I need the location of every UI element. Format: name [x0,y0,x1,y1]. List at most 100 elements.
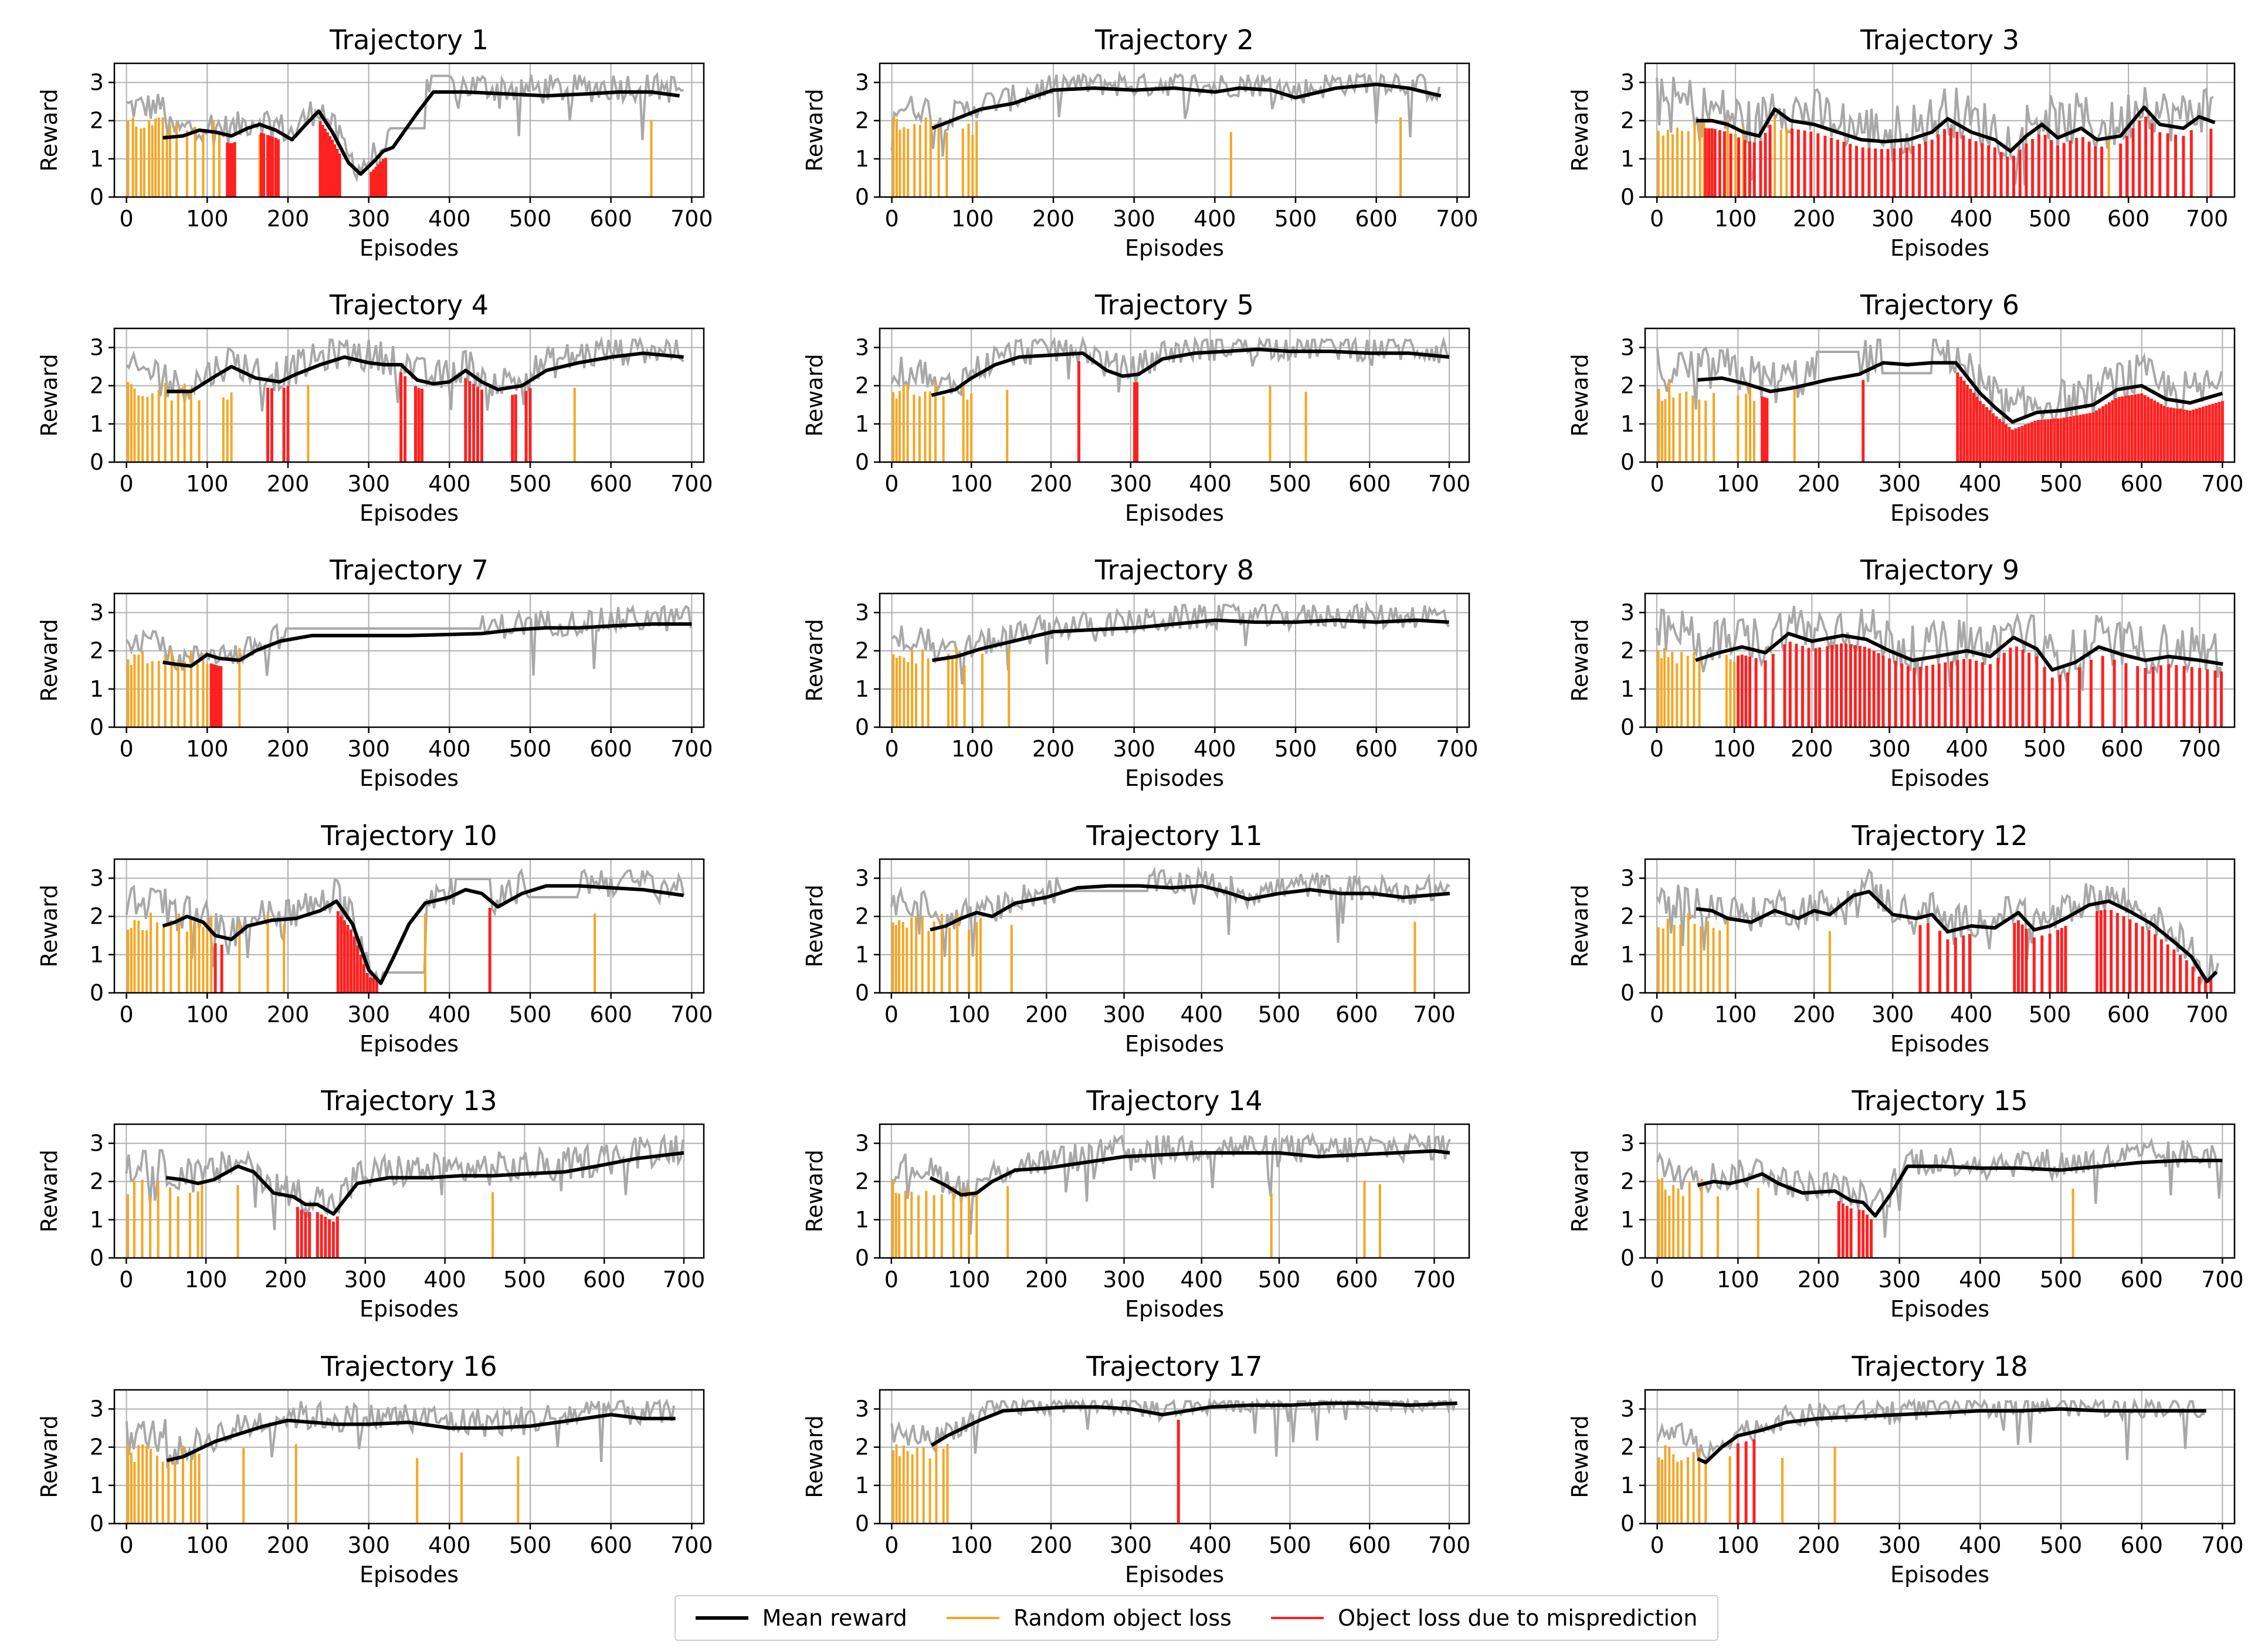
mean-reward-line [932,618,1449,662]
y-tick-label: 3 [855,70,869,96]
x-tick-label: 500 [2029,206,2071,232]
x-tick-label: 300 [344,1267,387,1293]
mean-reward-line [931,347,1450,397]
legend-swatch-mean [695,1616,748,1620]
mean-reward-line [162,90,680,176]
y-tick-label: 2 [1620,638,1635,664]
x-tick-label: 200 [1030,1532,1073,1558]
subplot-5: Trajectory 5 0 100 200 300 400 500 600 700 0 1 2 3 Ep… [802,289,1470,526]
x-tick-label: 0 [1650,206,1664,232]
subplot-title: Trajectory 12 [1851,820,2028,852]
y-tick-label: 0 [1620,184,1635,210]
x-axis-label: Episodes [360,1031,459,1057]
x-tick-label: 200 [267,1532,310,1558]
x-tick-label: 700 [2201,1532,2244,1558]
subplot-title: Trajectory 5 [1094,289,1254,321]
subplot-7: Trajectory 7 0 100 200 300 400 500 600 700 0 1 2 3 Ep… [36,554,713,791]
x-tick-label: 700 [1428,471,1471,497]
x-tick-label: 400 [428,1532,471,1558]
y-axis-label: Reward [1567,1415,1593,1498]
y-tick-label: 2 [90,373,104,399]
subplot-9: Trajectory 9 0 100 200 300 400 500 600 700 0 1 2 3 Ep… [1567,554,2236,791]
x-tick-label: 200 [1798,1267,1840,1293]
y-tick-label: 0 [1620,1511,1635,1536]
x-tick-label: 200 [267,736,310,762]
x-tick-label: 300 [347,471,390,497]
y-axis-label: Reward [802,619,828,702]
x-tick-label: 400 [1959,1267,2002,1293]
x-tick-label: 500 [2040,471,2083,497]
subplot-title: Trajectory 3 [1860,24,2019,56]
y-axis-label: Reward [802,1149,828,1233]
subplot-title: Trajectory 16 [320,1351,497,1382]
legend-swatch-misprediction [1271,1617,1324,1619]
x-tick-label: 600 [1355,736,1398,762]
x-tick-label: 500 [503,1267,546,1293]
x-tick-label: 100 [1717,1267,1759,1293]
y-axis-label: Reward [802,89,828,172]
plot-frame [113,858,705,994]
x-tick-label: 0 [1650,1002,1664,1027]
y-tick-label: 0 [1620,980,1635,1006]
plot-frame [879,858,1470,994]
x-tick-label: 600 [2107,1002,2150,1027]
x-tick-label: 400 [428,736,471,762]
y-tick-label: 3 [855,600,869,626]
subplot-title: Trajectory 15 [1851,1085,2028,1117]
y-tick-label: 0 [855,1245,869,1271]
x-tick-label: 0 [1650,471,1664,497]
x-tick-label: 500 [2040,1267,2083,1293]
x-tick-label: 100 [186,1002,229,1027]
x-tick-label: 400 [1950,206,1993,232]
subplot-15: Trajectory 15 0 100 200 300 400 500 600 700 0 1 2 3 E… [1567,1085,2244,1322]
x-tick-label: 600 [1348,1532,1391,1558]
x-axis-label: Episodes [360,765,459,791]
y-tick-label: 1 [90,676,104,702]
subplot-10: Trajectory 10 0 100 200 300 400 500 600 700 0 1 2 3 E… [36,820,713,1057]
y-axis-label: Reward [36,1415,62,1498]
plot-frame [879,1389,1470,1525]
y-tick-label: 1 [1620,1473,1635,1498]
mean-reward-line [1695,632,2223,672]
y-tick-label: 0 [90,1245,104,1271]
x-tick-label: 300 [347,206,390,232]
x-tick-label: 300 [1103,1267,1145,1293]
legend-swatch-random [946,1617,999,1619]
x-tick-label: 0 [1650,1267,1664,1293]
subplot-title: Trajectory 11 [1086,820,1262,852]
x-tick-label: 200 [1030,471,1073,497]
x-tick-label: 500 [1269,1532,1311,1558]
subplot-6: Trajectory 6 0 100 200 300 400 500 600 700 0 1 2 3 Ep… [1567,289,2244,526]
x-tick-label: 100 [948,1267,991,1293]
x-tick-label: 200 [1791,736,1833,762]
x-tick-label: 700 [2178,736,2221,762]
x-tick-label: 400 [1194,736,1236,762]
y-tick-label: 3 [90,335,104,361]
y-tick-label: 0 [90,714,104,740]
x-tick-label: 400 [428,1002,471,1027]
y-tick-label: 0 [90,1511,104,1536]
plot-frame [1644,592,2236,728]
x-tick-label: 300 [1113,206,1155,232]
y-tick-label: 0 [1620,449,1635,475]
x-tick-label: 500 [509,1002,552,1027]
x-tick-label: 0 [885,206,899,232]
x-tick-label: 100 [186,1532,229,1558]
y-tick-label: 3 [1620,70,1635,96]
x-tick-label: 100 [1713,736,1756,762]
y-tick-label: 2 [1620,1169,1635,1195]
x-tick-label: 500 [1274,206,1317,232]
x-tick-label: 400 [428,471,471,497]
y-tick-label: 3 [855,1396,869,1422]
y-tick-label: 1 [855,1473,869,1498]
mean-reward-line [162,884,684,985]
x-tick-label: 200 [1025,1267,1068,1293]
x-tick-label: 300 [1113,736,1155,762]
subplot-title: Trajectory 1 [329,24,489,56]
x-tick-label: 100 [1714,206,1757,232]
x-tick-label: 600 [2120,1532,2163,1558]
x-tick-label: 200 [267,206,310,232]
x-tick-label: 0 [120,1532,134,1558]
y-tick-label: 1 [1620,146,1635,172]
